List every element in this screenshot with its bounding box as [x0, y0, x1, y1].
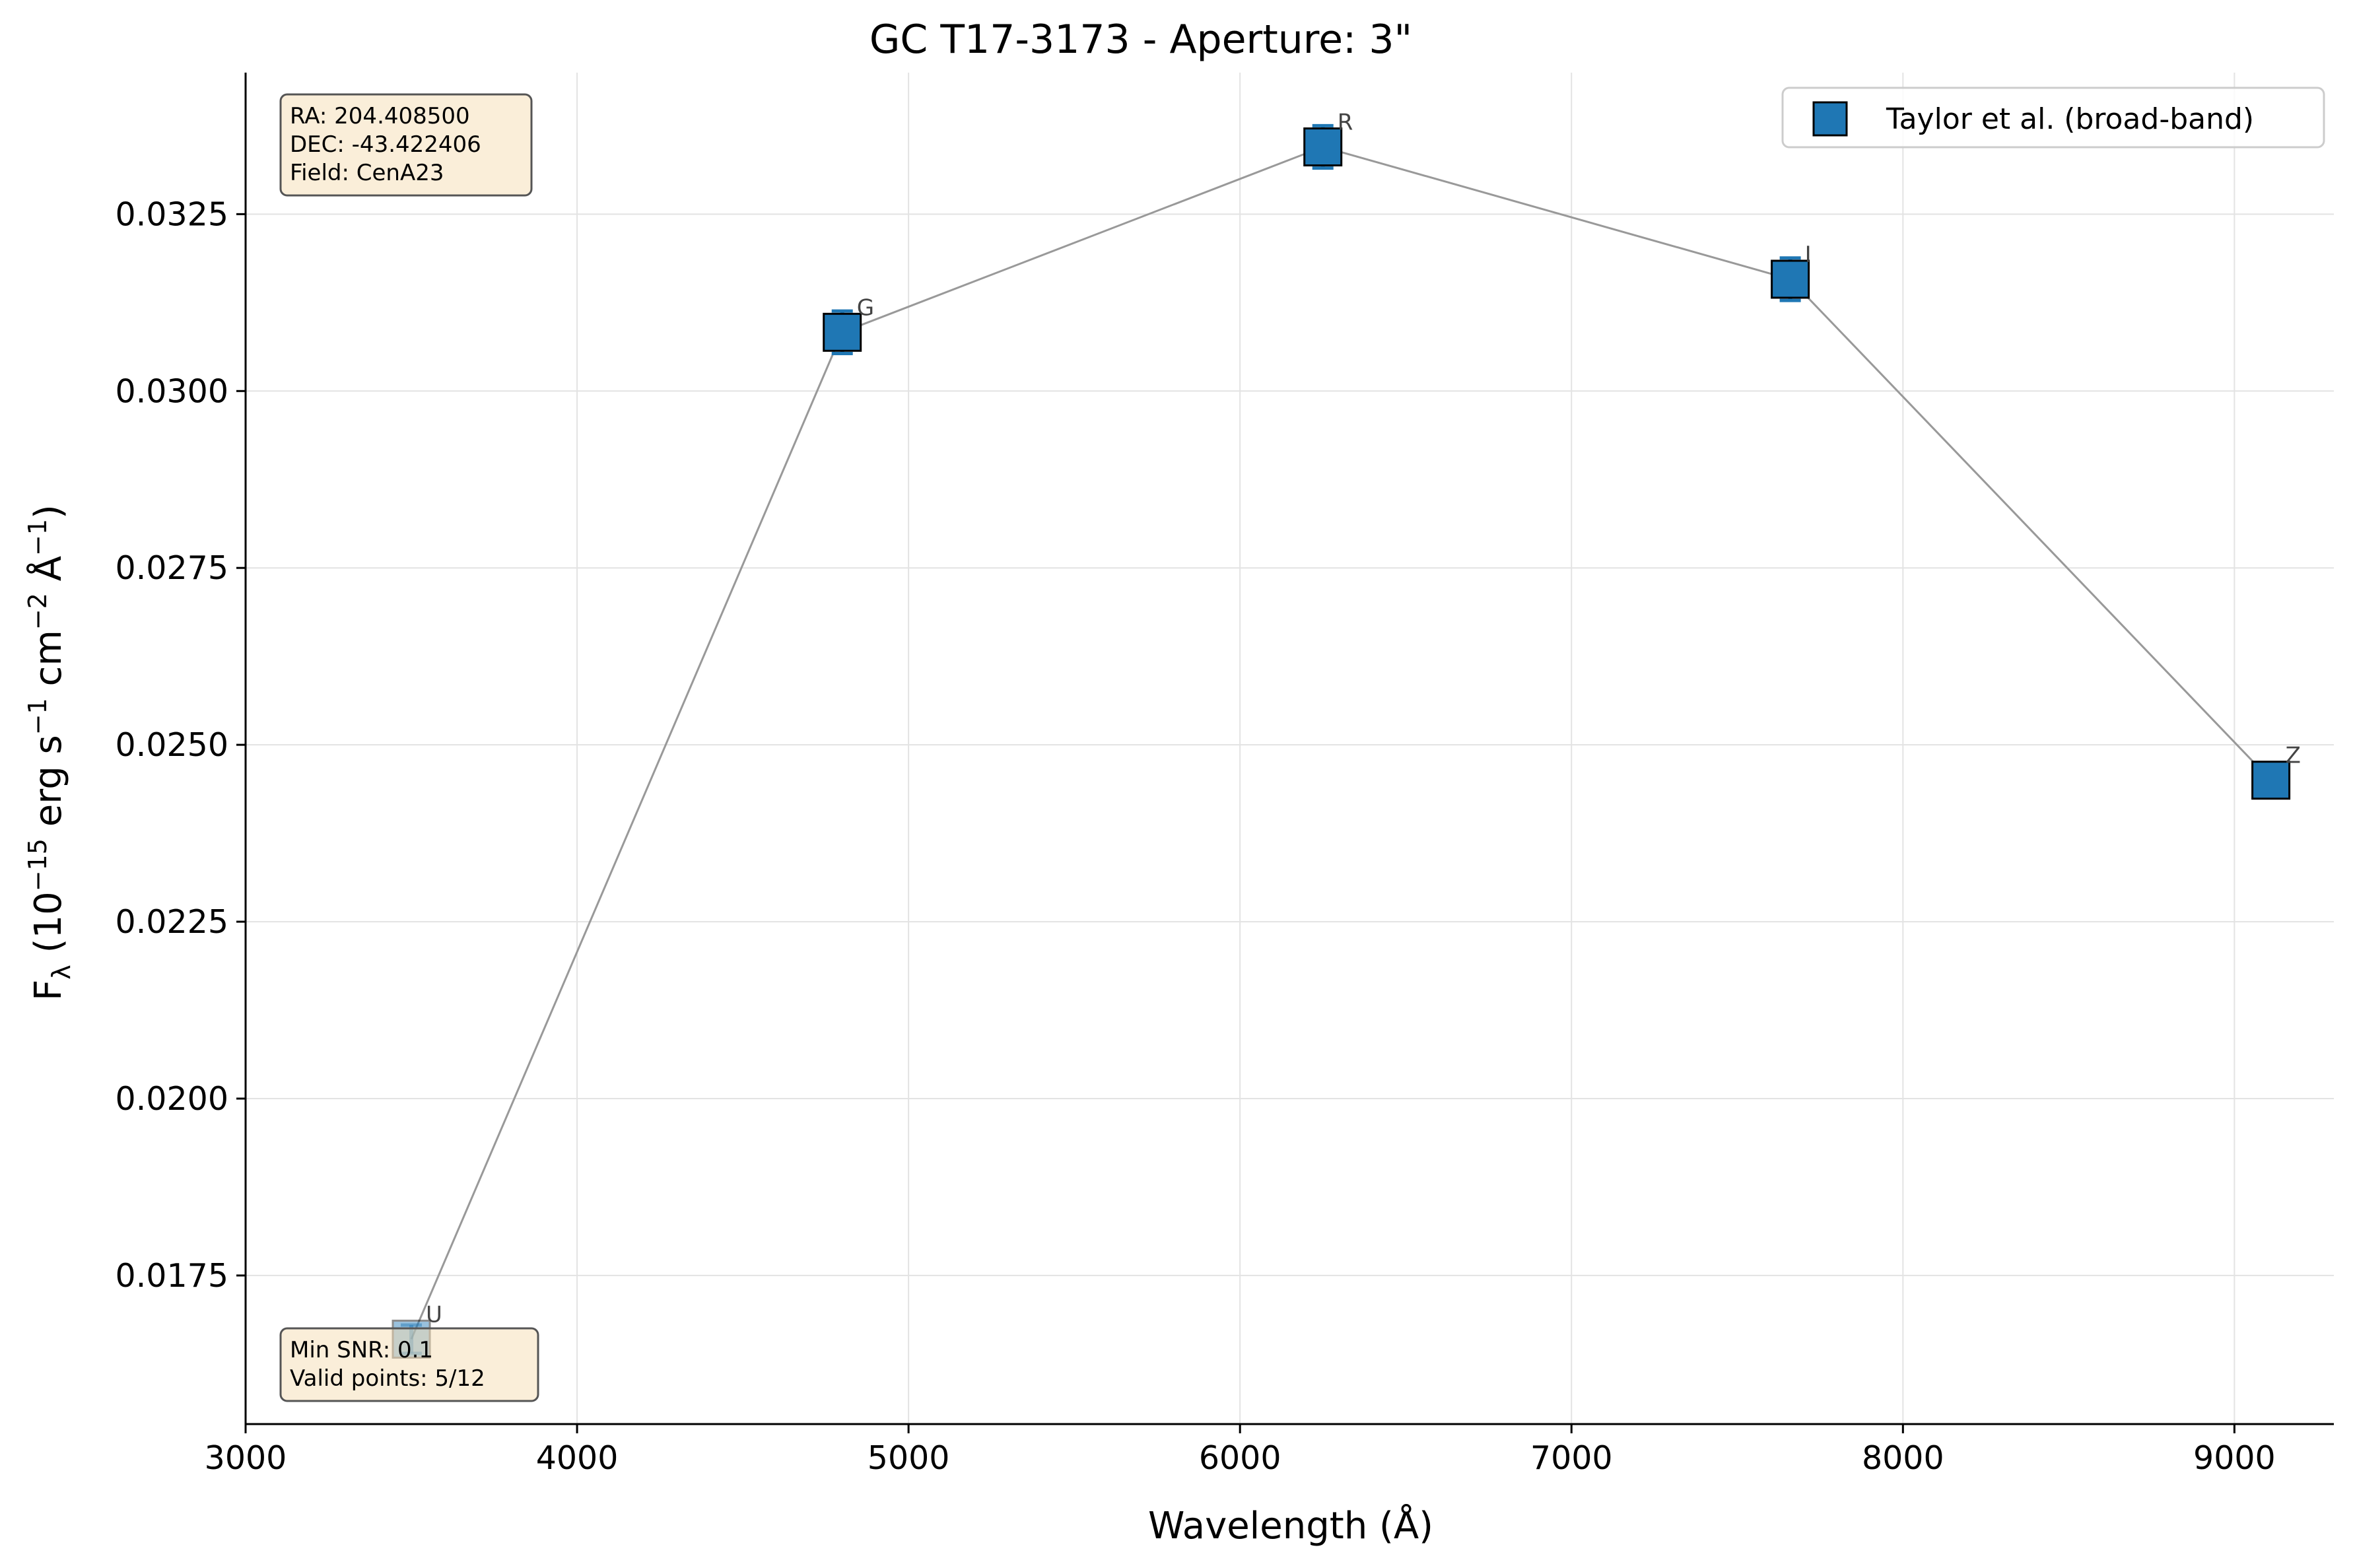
x-tick-label: 8000 — [1862, 1439, 1944, 1477]
info-line: RA: 204.408500 — [290, 103, 470, 129]
y-axis-label-part: Å — [26, 556, 70, 593]
band-label: R — [1338, 110, 1353, 136]
grid — [245, 73, 2334, 1424]
y-tick-label: 0.0275 — [116, 549, 228, 587]
axes — [244, 73, 2334, 1425]
legend-frame — [1781, 86, 2325, 149]
band-label: U — [426, 1301, 442, 1328]
x-tick-label: 9000 — [2193, 1439, 2276, 1477]
x-tick-label: 7000 — [1530, 1439, 1613, 1477]
x-axis-label: Wavelength (Å) — [1148, 1504, 1433, 1548]
y-tick-label: 0.0325 — [116, 195, 228, 233]
chart-title: GC T17-3173 - Aperture: 3" — [870, 17, 1412, 63]
connector-line — [410, 145, 2272, 1340]
y-axis-label-part: −2 — [23, 593, 52, 630]
data-point-i: I — [1771, 242, 1812, 302]
band-label: I — [1805, 242, 1812, 268]
x-tick-label: 4000 — [536, 1439, 619, 1477]
legend-marker — [1812, 101, 1848, 137]
y-axis-ticks: 0.0175 0.0200 0.0225 0.0250 0.0275 0.0300 0.03… — [116, 195, 246, 1295]
y-axis-label-part: −1 — [23, 519, 52, 556]
y-axis-label-part: erg s — [27, 735, 70, 838]
marker-square — [2251, 761, 2291, 800]
data-points: U G R I Z — [392, 110, 2301, 1359]
y-tick-label: 0.0300 — [116, 372, 228, 410]
y-axis-label-part: λ — [47, 965, 76, 980]
series-connector — [410, 145, 2272, 1340]
y-tick-label: 0.0175 — [116, 1257, 228, 1295]
y-axis-label-part: cm — [27, 630, 70, 698]
y-axis-label-part: (10 — [27, 891, 70, 965]
data-point-z: Z — [2251, 743, 2301, 800]
info-line: DEC: -43.422406 — [290, 131, 481, 158]
legend-label: Taylor et al. (broad-band) — [1886, 102, 2254, 136]
y-axis-label-part: ) — [27, 504, 70, 519]
x-tick-label: 5000 — [868, 1439, 950, 1477]
info-line: Valid points: 5/12 — [290, 1365, 485, 1392]
info-box-frame — [279, 1327, 539, 1402]
y-axis-label-part: F — [27, 980, 70, 1001]
data-point-r: R — [1303, 110, 1353, 170]
band-label: Z — [2286, 743, 2301, 769]
x-axis-ticks: 3000 4000 5000 6000 7000 8000 9000 — [205, 1424, 2276, 1477]
marker-square — [823, 312, 862, 352]
band-label: G — [857, 294, 874, 321]
info-line: Min SNR: 0.1 — [290, 1337, 433, 1363]
info-line: Field: CenA23 — [290, 160, 444, 186]
y-axis-label-part: −1 — [23, 698, 52, 735]
marker-square — [1771, 259, 1810, 299]
y-axis-label: Fλ (10−15 erg s−1 cm−2 Å−1) — [23, 504, 76, 1001]
x-tick-label: 6000 — [1199, 1439, 1281, 1477]
x-tick-label: 3000 — [205, 1439, 287, 1477]
y-tick-label: 0.0250 — [116, 726, 228, 764]
y-tick-label: 0.0225 — [116, 903, 228, 941]
legend: Taylor et al. (broad-band) — [1781, 86, 2325, 149]
y-axis-label-part: −15 — [23, 838, 52, 891]
data-point-g: G — [823, 294, 874, 355]
marker-square — [1303, 127, 1343, 167]
y-tick-label: 0.0200 — [116, 1080, 228, 1118]
info-box-frame — [279, 93, 533, 197]
